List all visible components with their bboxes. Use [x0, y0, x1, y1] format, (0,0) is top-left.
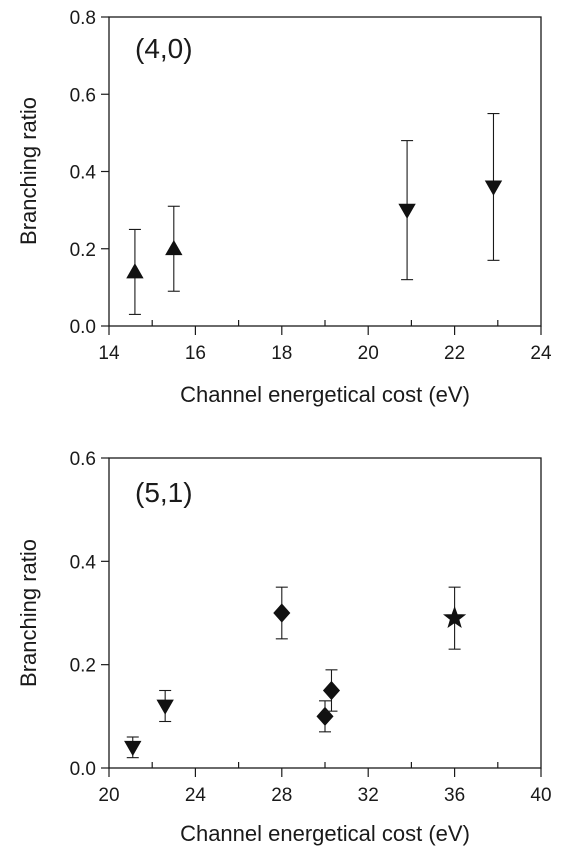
triangle-down-marker — [398, 203, 416, 219]
y-tick-label: 0.2 — [70, 656, 96, 677]
triangle-up-marker — [165, 239, 183, 256]
x-tick-label: 18 — [271, 343, 292, 364]
triangle-down-marker — [484, 180, 503, 196]
x-tick-label: 20 — [98, 785, 119, 806]
chart-panel-5-1: 20 24 28 32 36 40 0.0 0.2 0.4 0.6 (5,1) Channel … — [16, 449, 552, 846]
y-tick-label: 0.6 — [70, 85, 96, 106]
y-tick-label: 0.4 — [70, 552, 97, 573]
y-axis-title: Branching ratio — [16, 539, 41, 687]
y-tick-label: 0.6 — [70, 449, 96, 470]
x-tick-label: 22 — [444, 343, 465, 364]
diamond-marker — [273, 603, 291, 623]
y-tick-label: 0.0 — [70, 317, 96, 338]
y-tick-labels: 0.0 0.2 0.4 0.6 — [70, 449, 97, 780]
y-tick-label: 0.8 — [70, 8, 96, 29]
x-tick-label: 20 — [358, 343, 379, 364]
x-tick-label: 36 — [444, 785, 465, 806]
star-marker — [443, 605, 467, 629]
data-points — [126, 113, 503, 315]
triangle-down-marker — [156, 699, 174, 715]
diamond-marker — [316, 706, 334, 726]
triangle-up-marker — [126, 263, 144, 279]
y-axis-title: Branching ratio — [16, 97, 41, 245]
x-tick-label: 14 — [98, 343, 120, 364]
x-tick-labels: 14 16 18 20 22 24 — [98, 343, 552, 364]
x-tick-label: 28 — [271, 785, 292, 806]
x-axis-title: Channel energetical cost (eV) — [180, 821, 470, 846]
x-tick-labels: 20 24 28 32 36 40 — [98, 785, 551, 806]
y-tick-label: 0.2 — [70, 240, 96, 261]
x-tick-label: 32 — [358, 785, 379, 806]
x-tick-label: 24 — [185, 785, 207, 806]
tick-marks — [101, 16, 542, 335]
x-tick-label: 24 — [530, 343, 552, 364]
data-points — [124, 586, 467, 759]
triangle-down-marker — [124, 740, 142, 757]
y-tick-labels: 0.0 0.2 0.4 0.6 0.8 — [70, 8, 97, 338]
x-tick-label: 16 — [185, 343, 206, 364]
chart-panel-4-0: 14 16 18 20 22 24 0.0 0.2 0.4 0.6 0.8 (4,0) Chann… — [16, 8, 552, 407]
panel-label: (4,0) — [135, 33, 193, 64]
y-tick-label: 0.0 — [70, 759, 96, 780]
y-tick-label: 0.4 — [70, 163, 97, 184]
x-tick-label: 40 — [530, 785, 551, 806]
diamond-marker — [322, 680, 341, 701]
x-axis-title: Channel energetical cost (eV) — [180, 382, 470, 407]
tick-marks — [101, 457, 542, 777]
panel-label: (5,1) — [135, 477, 193, 508]
